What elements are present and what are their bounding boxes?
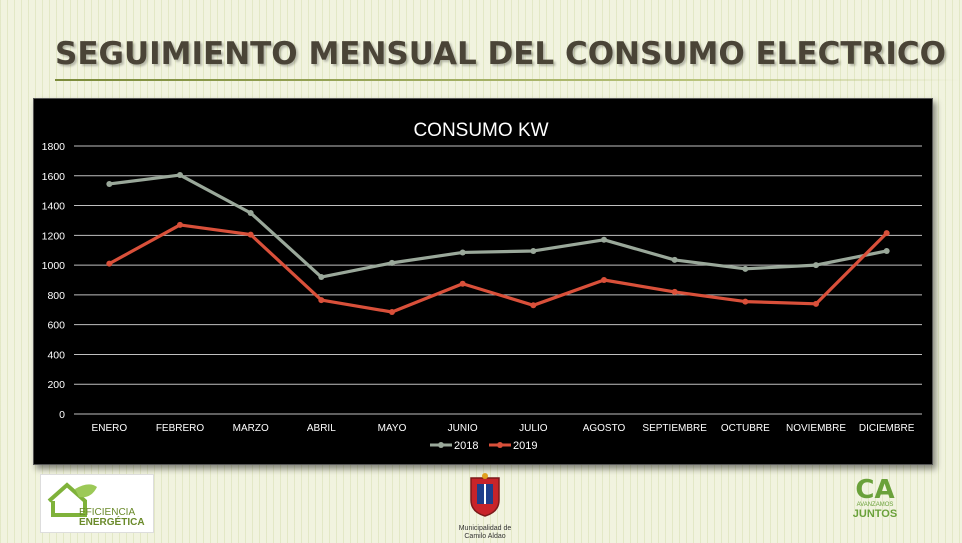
data-point-2019 [601, 277, 607, 283]
logo-ca-word: JUNTOS [852, 508, 898, 520]
municipality-caption-line2: Camilo Aldao [464, 533, 506, 540]
data-point-2018 [671, 256, 678, 263]
logo-ca-letters: CA [855, 475, 895, 505]
data-point-2018 [742, 265, 749, 272]
x-tick-label: JULIO [519, 423, 548, 434]
legend-label-2019: 2019 [513, 440, 537, 452]
data-point-2019 [742, 298, 749, 305]
series-lines [106, 172, 890, 316]
y-tick-label: 1000 [42, 260, 66, 272]
data-point-2018 [318, 274, 325, 281]
y-tick-label: 400 [47, 349, 65, 361]
data-point-2018 [177, 172, 183, 179]
data-point-2018 [530, 247, 537, 254]
legend: 2018 2019 [430, 440, 537, 452]
coat-of-arms-icon [470, 473, 500, 517]
x-tick-label: JUNIO [448, 423, 478, 434]
legend-marker-2018 [438, 442, 444, 448]
series-line-2019 [108, 223, 888, 314]
y-tick-label: 1800 [42, 141, 66, 153]
x-tick-label: MAYO [378, 423, 407, 434]
municipality-caption-line1: Municipalidad de [458, 525, 512, 532]
logo-ca-small-text: AVANZAMOS [856, 502, 894, 508]
chart-panel: CONSUMO KW 0 200 400 600 800 1000 1200 1400 1600… [33, 98, 933, 465]
x-tick-label: ENERO [92, 423, 128, 434]
series-line-2018 [109, 173, 887, 279]
data-point-2019 [177, 221, 183, 228]
logo-text-line1: EFICIENCIA [79, 507, 136, 518]
data-point-2019 [459, 280, 466, 287]
y-tick-label: 800 [47, 290, 65, 302]
chart-title: CONSUMO KW [413, 120, 548, 141]
x-tick-label: AGOSTO [583, 423, 626, 434]
legend-label-2018: 2018 [454, 440, 478, 452]
y-tick-label: 1400 [42, 201, 66, 213]
logo-text-line2: ENERGÉTICA [79, 517, 145, 528]
y-axis-ticks: 0 200 400 600 800 1000 1200 1400 1600 1800 [42, 141, 66, 421]
data-point-2019 [530, 302, 537, 309]
x-tick-label: SEPTIEMBRE [642, 423, 707, 434]
house-leaf-icon [47, 482, 97, 517]
y-tick-label: 0 [59, 409, 65, 421]
footer: EFICIENCIA ENERGÉTICA Municipalidad de C… [0, 470, 962, 543]
avanzamos-juntos-logo: CA AVANZAMOS JUNTOS [840, 475, 910, 538]
data-point-2019 [883, 230, 890, 237]
title-divider [55, 79, 960, 81]
x-tick-label: ABRIL [307, 423, 336, 434]
data-point-2018 [813, 262, 819, 269]
data-point-2018 [106, 180, 113, 187]
x-tick-label: FEBRERO [156, 423, 205, 434]
y-tick-label: 600 [47, 320, 65, 332]
data-point-2019 [247, 231, 254, 238]
data-point-2018 [247, 210, 254, 216]
eficiencia-energetica-logo: EFICIENCIA ENERGÉTICA [40, 474, 154, 533]
data-point-2019 [671, 288, 678, 295]
data-point-2019 [106, 260, 113, 267]
data-point-2018 [601, 236, 607, 243]
x-tick-label: DICIEMBRE [859, 423, 915, 434]
y-tick-label: 1600 [42, 171, 66, 183]
legend-marker-2019 [497, 442, 503, 448]
data-point-2018 [389, 259, 395, 266]
x-tick-label: OCTUBRE [721, 423, 770, 434]
y-tick-label: 200 [47, 379, 65, 391]
municipality-logo: Municipalidad de Camilo Aldao [440, 472, 530, 542]
data-point-2018 [883, 247, 890, 254]
data-point-2018 [459, 249, 466, 256]
data-point-2019 [318, 297, 325, 304]
line-chart: CONSUMO KW 0 200 400 600 800 1000 1200 1400 1600… [42, 120, 922, 452]
x-axis-ticks: ENERO FEBRERO MARZO ABRIL MAYO JUNIO JULIO AGOS… [92, 423, 915, 434]
y-tick-label: 1200 [42, 230, 66, 242]
x-tick-label: MARZO [233, 423, 269, 434]
data-point-2019 [813, 300, 819, 307]
slide-title: SEGUIMIENTO MENSUAL DEL CONSUMO ELECTRIC… [55, 36, 947, 72]
x-tick-label: NOVIEMBRE [786, 423, 846, 434]
data-point-2019 [389, 309, 395, 316]
